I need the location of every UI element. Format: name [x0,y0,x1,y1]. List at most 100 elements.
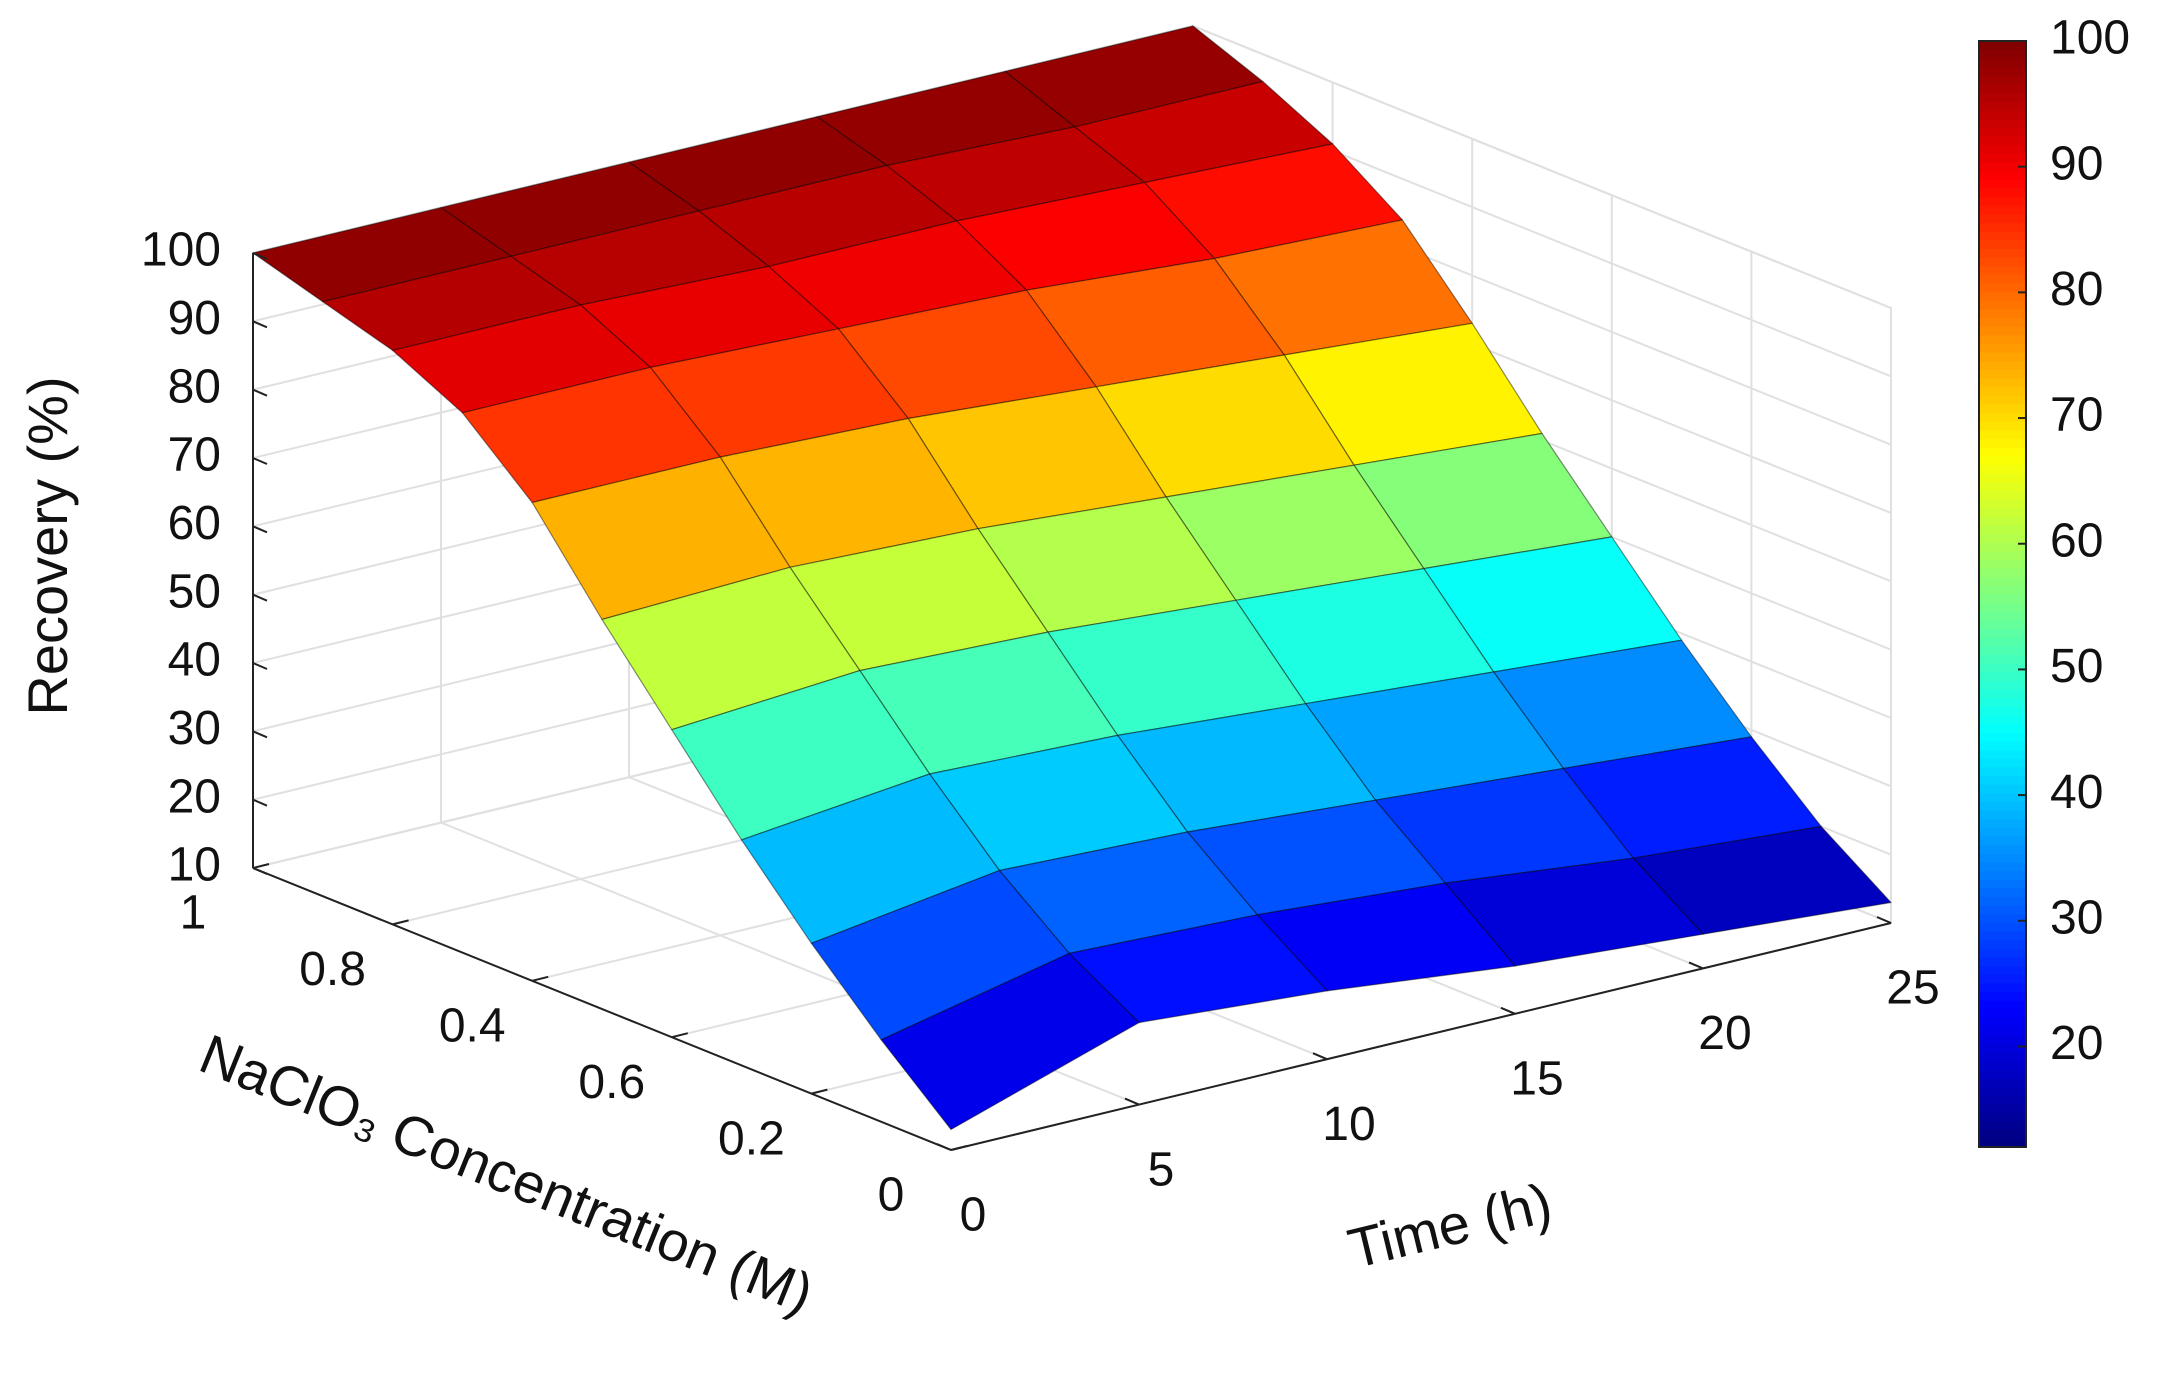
colorbar-segment [1979,58,2026,68]
y-tick [252,863,270,869]
z-tick-label: 40 [168,634,221,687]
colorbar-segment [1979,835,2026,846]
y-tick-label: 0.8 [299,943,366,996]
x-tick [1876,916,1892,924]
surface-patch [1492,639,1753,770]
colorbar-segment [1979,818,2026,828]
colorbar-segment [1979,1121,2026,1131]
colorbar-segment [1979,464,2026,474]
colorbar-segment [1979,948,2026,958]
z-tick [252,730,268,739]
colorbar-segment [1979,879,2026,889]
colorbar-segment [1979,144,2026,154]
z-axis-label: Recovery (%) [16,376,79,715]
colorbar-tick-label: 50 [2050,640,2103,693]
colorbar-segment [1979,810,2026,820]
surface-patch [1444,857,1704,967]
colorbar-segment [1979,930,2026,941]
surface-patch [1165,464,1425,601]
colorbar-tick-label: 90 [2050,137,2103,190]
colorbar-segment [1979,758,2026,768]
colorbar-segment [1979,326,2026,336]
colorbar-segment [1979,352,2026,362]
y-tick-label: 1 [180,887,207,940]
colorbar-segment [1979,334,2026,345]
colorbar-segment [1979,827,2026,837]
colorbar-segment [1979,481,2026,491]
colorbar-segment [1979,429,2026,440]
surface-patch [880,952,1140,1131]
colorbar-tick-label: 70 [2050,389,2103,442]
colorbar-segment [1979,913,2026,923]
z-tick [252,593,268,602]
colorbar-segment [1979,922,2026,932]
colorbar-segment [1979,343,2026,353]
colorbar-segment [1979,231,2026,241]
colorbar-segment [1979,170,2026,180]
colorbar-segment [1979,568,2026,578]
colorbar-segment [1979,611,2026,621]
colorbar-segment [1979,222,2026,232]
colorbar-tick-label: 80 [2050,263,2103,316]
x-tick [1312,1052,1328,1061]
colorbar-segment [1979,645,2026,656]
z-tick [252,798,268,807]
surface-patch [649,328,909,458]
z-tick [252,867,268,875]
colorbar-segment [1979,161,2026,172]
surface-patch [392,304,652,414]
y-axis-label: NaClO₃ Concentration (M) [192,1022,823,1326]
colorbar-segment [1979,412,2026,422]
z-tick-label: 90 [168,292,221,345]
colorbar-segment [1979,291,2026,301]
x-tick-label: 0 [960,1189,987,1242]
y-tick-label: 0.2 [718,1112,785,1165]
colorbar-segment [1979,654,2026,664]
colorbar-segment [1979,196,2026,206]
colorbar-frame [1978,40,2027,1148]
colorbar-segment [1979,766,2026,777]
colorbar-segment [1979,308,2026,319]
colorbar-segment [1979,784,2026,794]
colorbar-segment [1979,602,2026,612]
colorbar-segment [1979,1103,2026,1114]
surface-patch [1304,671,1565,801]
z-tick [252,252,268,260]
colorbar-segment [1979,473,2026,483]
colorbar-segment [1979,723,2026,733]
colorbar-segment [1979,455,2026,465]
surface-patch [1256,882,1516,992]
colorbar-segment [1979,905,2026,915]
colorbar-segment [1979,41,2026,51]
colorbar-tick-label: 20 [2050,1017,2103,1070]
surface-patch [810,869,1070,1041]
colorbar-segment [1979,870,2026,880]
colorbar-segment [1979,403,2026,414]
colorbar-segment [1979,127,2026,137]
z-tick [252,388,268,397]
colorbar-segment [1979,377,2026,388]
colorbar-segment [1979,559,2026,569]
surface-patch [440,161,700,257]
colorbar-segment [1979,844,2026,854]
z-tick [252,320,268,329]
colorbar-segment [1979,550,2026,561]
colorbar-segment [1979,66,2026,77]
surface [252,25,1892,1131]
z-tick-label: 50 [168,565,221,618]
colorbar-segment [1979,706,2026,716]
colorbar-segment [1979,697,2026,707]
colorbar-segment [1979,274,2026,284]
colorbar-segment [1979,1008,2026,1018]
z-tick-label: 30 [168,702,221,755]
x-tick-label: 25 [1886,962,1939,1015]
colorbar-segment [1979,118,2026,129]
colorbar-segment [1979,896,2026,906]
colorbar-segment [1979,887,2026,898]
z-tick [252,525,268,534]
colorbar-segment [1979,1069,2026,1079]
colorbar-segment [1979,801,2026,811]
colorbar-segment [1979,84,2026,94]
x-tick-label: 10 [1322,1098,1375,1151]
